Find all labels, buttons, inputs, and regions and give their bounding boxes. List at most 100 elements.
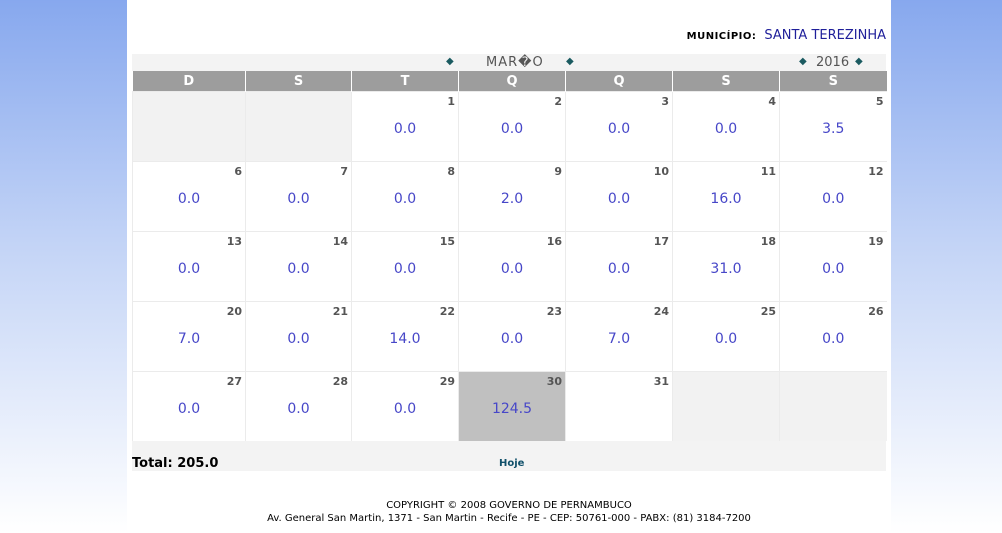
rainfall-value[interactable]: 2.0 [500,191,524,207]
day-number: 4 [768,95,776,108]
calendar-day-cell[interactable]: 22 14.0 [351,301,459,372]
rainfall-value[interactable]: 0.0 [607,191,631,207]
calendar-footer: Total: 205.0 Hoje [132,441,886,471]
calendar-day-cell[interactable]: 28 0.0 [245,371,352,441]
calendar-day-cell[interactable]: 17 0.0 [565,231,673,302]
calendar-day-cell[interactable]: 2 0.0 [458,91,566,162]
rainfall-value[interactable]: 16.0 [710,191,742,207]
day-number: 23 [546,305,562,318]
rainfall-value[interactable]: 0.0 [500,331,524,347]
next-year-icon[interactable]: ◆ [855,56,863,67]
calendar-day-cell[interactable]: 24 7.0 [565,301,673,372]
calendar-day-cell[interactable]: 23 0.0 [458,301,566,372]
calendar-empty-cell [672,371,780,441]
calendar-day-cell[interactable]: 18 31.0 [672,231,780,302]
rainfall-value[interactable]: 0.0 [822,191,845,207]
calendar-day-cell[interactable]: 27 0.0 [132,371,246,441]
calendar-day-cell[interactable]: 21 0.0 [245,301,352,372]
calendar-day-cell[interactable]: 14 0.0 [245,231,352,302]
rainfall-value[interactable]: 0.0 [714,331,738,347]
calendar-week-row: 1 0.0 2 0.0 3 0.0 4 0.0 5 3.5 [132,91,887,162]
rainfall-value[interactable]: 0.0 [393,121,417,137]
rainfall-value[interactable]: 0.0 [607,261,631,277]
calendar-day-cell[interactable]: 1 0.0 [351,91,459,162]
calendar-month-title: MAR�O [486,55,544,70]
calendar-week-row: 27 0.0 28 0.0 29 0.0 30 124.5 31 [132,371,887,441]
day-number: 3 [661,95,669,108]
calendar-day-cell[interactable]: 8 0.0 [351,161,459,232]
rainfall-value[interactable]: 0.0 [393,261,417,277]
calendar-day-cell[interactable]: 20 7.0 [132,301,246,372]
calendar-day-cell[interactable]: 16 0.0 [458,231,566,302]
day-number: 14 [332,235,348,248]
today-link[interactable]: Hoje [499,458,525,469]
calendar-day-cell[interactable]: 26 0.0 [779,301,887,372]
rainfall-value[interactable]: 0.0 [607,121,631,137]
rainfall-value[interactable]: 14.0 [389,331,421,347]
calendar-day-cell[interactable]: 5 3.5 [779,91,887,162]
rainfall-value[interactable]: 7.0 [177,331,201,347]
rainfall-value[interactable]: 0.0 [287,401,310,417]
rainfall-value[interactable]: 0.0 [177,401,201,417]
calendar-week-row: 13 0.0 14 0.0 15 0.0 16 0.0 17 0.0 18 31.0 19 0.0 [132,231,887,302]
rainfall-value[interactable]: 0.0 [500,261,524,277]
rainfall-value[interactable]: 0.0 [287,261,310,277]
day-number: 8 [447,165,455,178]
rainfall-value[interactable]: 0.0 [500,121,524,137]
day-number: 10 [653,165,669,178]
municipio-header: MUNICÍPIO: SANTA TEREZINHA [687,28,886,43]
calendar-day-cell[interactable]: 12 0.0 [779,161,887,232]
rainfall-value[interactable]: 0.0 [822,331,845,347]
calendar-day-cell[interactable]: 9 2.0 [458,161,566,232]
calendar-day-cell[interactable]: 25 0.0 [672,301,780,372]
calendar-day-cell[interactable]: 7 0.0 [245,161,352,232]
day-number: 24 [653,305,669,318]
rainfall-value[interactable]: 3.5 [822,121,845,137]
calendar-day-cell[interactable]: 4 0.0 [672,91,780,162]
page-footer: COPYRIGHT © 2008 GOVERNO DE PERNAMBUCO A… [127,499,891,525]
calendar-week-row: 20 7.0 21 0.0 22 14.0 23 0.0 24 7.0 25 0.0 26 0.0 [132,301,887,372]
calendar-day-cell[interactable]: 31 [565,371,673,441]
rainfall-value[interactable]: 0.0 [393,191,417,207]
rainfall-value[interactable]: 7.0 [607,331,631,347]
calendar-day-cell[interactable]: 6 0.0 [132,161,246,232]
calendar-nav: ◆ MAR�O ◆ ◆ 2016 ◆ [132,54,886,71]
rainfall-value[interactable]: 0.0 [177,261,201,277]
rainfall-value[interactable]: 0.0 [287,331,310,347]
rainfall-value[interactable]: 0.0 [822,261,845,277]
weekday-header: Q [458,71,566,92]
calendar-day-cell[interactable]: 29 0.0 [351,371,459,441]
calendar-empty-cell [779,371,887,441]
day-number: 28 [332,375,348,388]
day-number: 22 [439,305,455,318]
day-number: 11 [760,165,776,178]
calendar-day-cell[interactable]: 13 0.0 [132,231,246,302]
next-month-icon[interactable]: ◆ [566,56,574,67]
day-number: 19 [868,235,884,248]
calendar-day-cell[interactable]: 3 0.0 [565,91,673,162]
rainfall-value[interactable]: 31.0 [710,261,742,277]
day-number: 9 [554,165,562,178]
prev-year-icon[interactable]: ◆ [799,56,807,67]
rainfall-value[interactable]: 0.0 [393,401,417,417]
address-text: Av. General San Martin, 1371 - San Marti… [267,513,751,524]
rainfall-value[interactable]: 0.0 [714,121,738,137]
day-number: 30 [546,375,562,388]
day-number: 12 [868,165,884,178]
weekday-header: S [779,71,887,92]
prev-month-icon[interactable]: ◆ [446,56,454,67]
calendar-day-cell[interactable]: 11 16.0 [672,161,780,232]
rainfall-value[interactable]: 0.0 [287,191,310,207]
rainfall-value[interactable]: 124.5 [491,401,533,417]
calendar-day-cell[interactable]: 15 0.0 [351,231,459,302]
calendar-day-cell[interactable]: 19 0.0 [779,231,887,302]
calendar-year-title: 2016 [816,55,850,70]
calendar-empty-cell [245,91,352,162]
calendar-day-cell[interactable]: 30 124.5 [458,371,566,441]
day-number: 25 [760,305,776,318]
calendar-day-cell[interactable]: 10 0.0 [565,161,673,232]
rainfall-value[interactable]: 0.0 [177,191,201,207]
